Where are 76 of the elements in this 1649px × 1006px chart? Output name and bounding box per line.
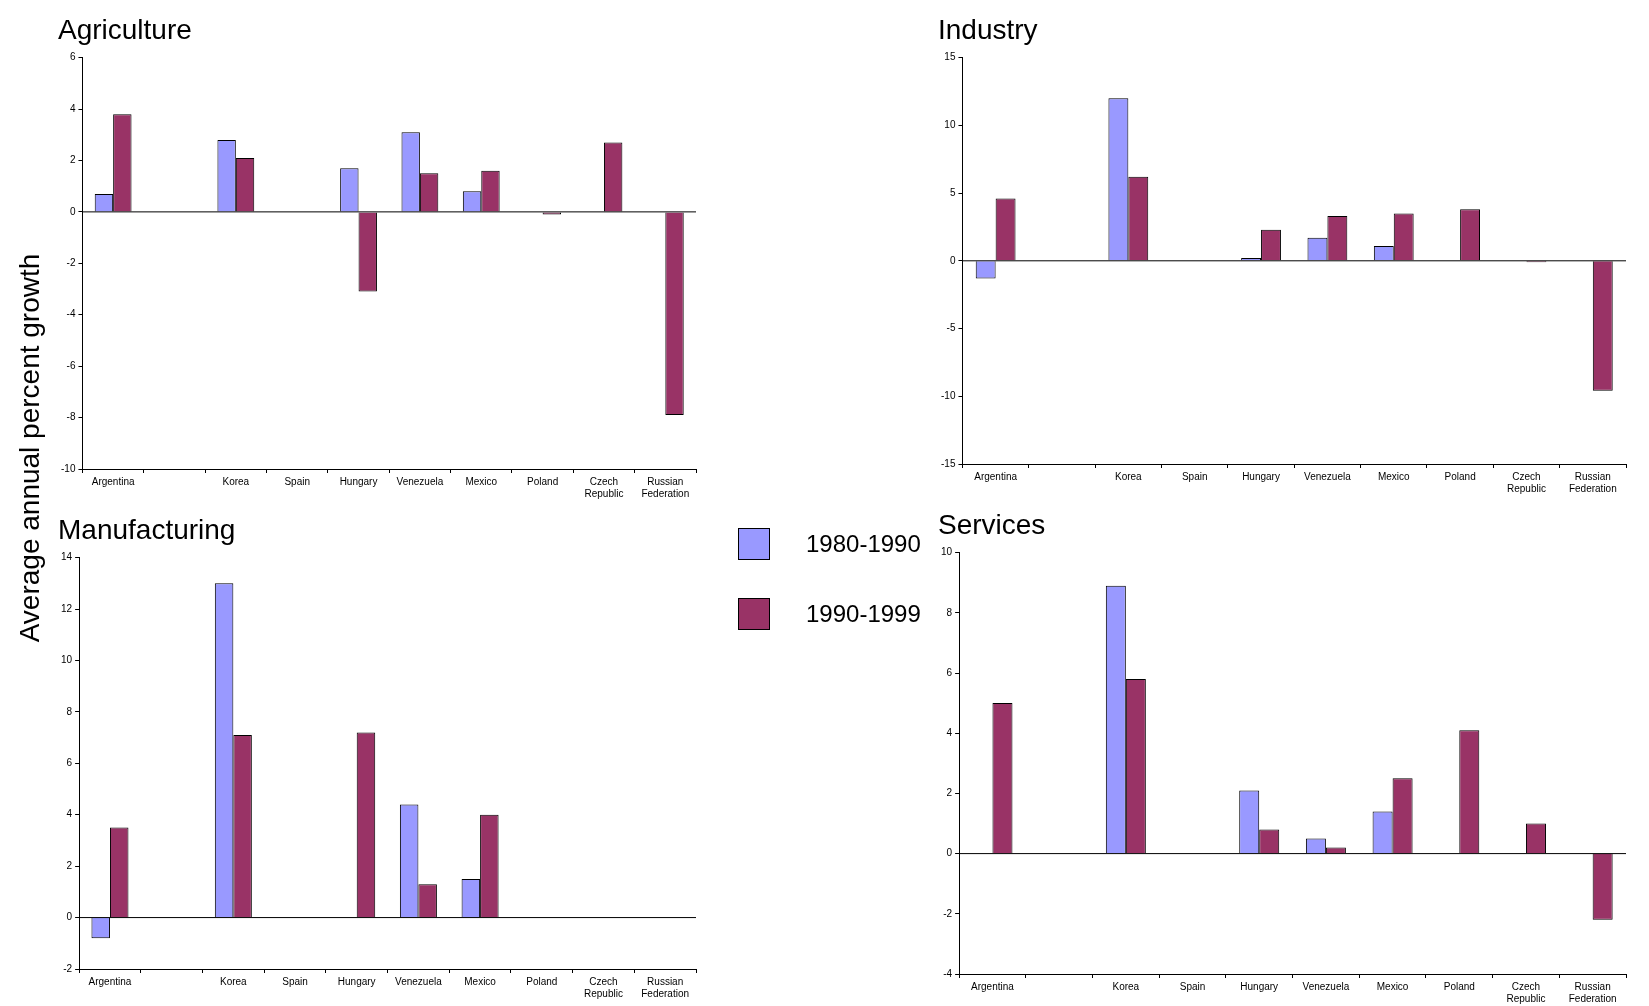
x-tick-label: Korea (222, 475, 250, 487)
x-tick-label: Venezuela (1302, 980, 1350, 992)
x-tick-label: Poland (1443, 980, 1475, 992)
y-tick-label: -10 (941, 390, 956, 402)
y-tick-label: -4 (943, 967, 953, 979)
x-tick-label: Spain (1181, 470, 1208, 482)
x-tick-label: Korea (220, 975, 248, 987)
y-tick-label: 6 (69, 51, 76, 63)
y-tick-label: 14 (61, 551, 73, 563)
x-tick-label: Argentina (971, 980, 1015, 992)
x-tick-label: Poland (527, 475, 559, 487)
y-tick-label: -2 (63, 962, 73, 974)
y-tick-label: 2 (69, 154, 76, 166)
y-axis-title: Average annual percent growth (14, 253, 46, 643)
y-tick-label: 8 (946, 606, 953, 618)
x-tick-label: Hungary (337, 975, 376, 987)
y-tick-label: 2 (66, 859, 73, 871)
x-tick-label: Czech Republic (1506, 980, 1546, 1004)
y-tick-label: 10 (61, 654, 73, 666)
y-tick-label: 0 (69, 205, 76, 217)
x-tick-label: Hungary (1240, 980, 1279, 992)
x-tick-label: Mexico (1377, 470, 1411, 482)
y-tick-label: 4 (66, 808, 73, 820)
x-tick-label: Mexico (464, 975, 497, 987)
y-tick-label: -4 (66, 308, 76, 320)
x-tick-label: Russian Federation (641, 975, 690, 999)
chart-title: Industry (938, 13, 1038, 45)
legend-label: 1980-1990 (806, 530, 921, 558)
y-tick-label: 8 (66, 705, 73, 717)
y-tick-label: 0 (946, 847, 953, 859)
x-tick-label: Korea (1115, 470, 1143, 482)
legend-label: 1990-1999 (806, 600, 921, 628)
x-tick-label: Spain (284, 475, 310, 487)
y-tick-label: 12 (61, 602, 73, 614)
chart-title: Manufacturing (58, 513, 236, 545)
y-tick-label: -6 (66, 359, 76, 371)
chart-title: Agriculture (58, 13, 192, 45)
x-tick-label: Venezuela (396, 475, 444, 487)
y-tick-label: 4 (69, 102, 76, 114)
x-tick-label: Korea (1112, 980, 1140, 992)
y-tick-label: 6 (946, 666, 953, 678)
x-tick-label: Spain (1179, 980, 1206, 992)
x-tick-label: Spain (282, 975, 308, 987)
x-tick-label: Argentina (974, 470, 1018, 482)
y-tick-label: 5 (949, 186, 956, 198)
x-tick-label: Argentina (88, 975, 132, 987)
x-tick-label: Poland (526, 975, 558, 987)
y-tick-label: -5 (946, 322, 956, 334)
y-tick-label: 0 (66, 911, 73, 923)
x-tick-label: Hungary (339, 475, 378, 487)
x-tick-label: Mexico (465, 475, 498, 487)
chart-title: Services (938, 508, 1046, 540)
y-tick-label: 0 (949, 254, 956, 266)
x-tick-label: Hungary (1242, 470, 1280, 482)
y-tick-label: -8 (66, 411, 76, 423)
y-tick-label: 10 (944, 119, 956, 131)
x-tick-label: Venezuela (395, 975, 443, 987)
x-tick-label: Russian Federation (641, 475, 690, 499)
x-tick-label: Czech Republic (1507, 470, 1546, 494)
x-tick-label: Poland (1444, 470, 1476, 482)
x-tick-label: Mexico (1376, 980, 1409, 992)
y-tick-label: 15 (944, 51, 956, 63)
x-tick-label: Czech Republic (584, 975, 623, 999)
y-tick-label: -2 (943, 907, 953, 919)
x-tick-label: Argentina (91, 475, 135, 487)
x-tick-label: Venezuela (1304, 470, 1352, 482)
x-tick-label: Russian Federation (1568, 470, 1617, 494)
y-tick-label: -15 (941, 457, 956, 469)
x-tick-label: Russian Federation (1568, 980, 1617, 1004)
x-tick-label: Czech Republic (584, 475, 624, 499)
y-tick-label: -2 (66, 257, 76, 269)
y-tick-label: 10 (941, 546, 953, 558)
y-tick-label: 6 (66, 757, 73, 769)
y-tick-label: 2 (946, 787, 953, 799)
y-tick-label: -10 (61, 462, 76, 474)
y-tick-label: 4 (946, 726, 953, 738)
